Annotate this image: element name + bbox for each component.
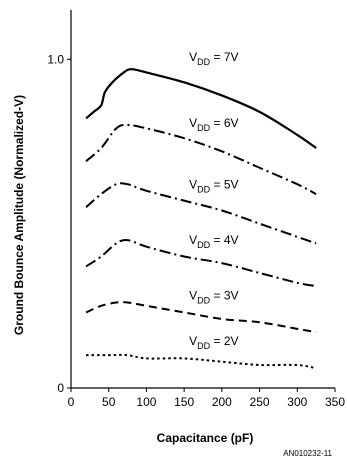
series-label-4: VDD = 3V [189, 289, 238, 306]
x-axis-title: Capacitance (pF) [157, 431, 254, 445]
series-label-5: VDD = 2V [189, 334, 238, 351]
series-line-0 [85, 68, 317, 149]
x-tick-label: 50 [102, 395, 116, 409]
y-tick-label: 1.0 [47, 52, 64, 66]
x-tick-label: 150 [174, 395, 194, 409]
series-line-2 [85, 182, 317, 245]
x-tick-label: 0 [68, 395, 75, 409]
series-lines [85, 68, 317, 370]
series-line-3 [85, 238, 317, 288]
y-tick-label: 0 [57, 381, 64, 395]
series-label-0: VDD = 7V [189, 50, 238, 67]
figure-id: AN010232-11 [283, 449, 332, 458]
series-label-1: VDD = 6V [189, 116, 238, 133]
series-line-4 [85, 301, 317, 334]
x-axis-ticks: 0 50 100 150 200 250 300 350 [68, 388, 345, 409]
x-tick-label: 250 [250, 395, 270, 409]
x-tick-label: 350 [325, 395, 345, 409]
x-tick-label: 100 [136, 395, 156, 409]
y-axis-ticks: 01.0 [47, 52, 71, 395]
series-label-3: VDD = 4V [189, 233, 238, 250]
axes [70, 10, 335, 389]
series-line-1 [85, 124, 317, 195]
series-labels: VDD = 7V VDD = 6V VDD = 5V VDD = 4V VDD = 3V… [189, 50, 238, 351]
x-tick-label: 300 [287, 395, 307, 409]
y-axis-title: Ground Bounce Amplitude (Normalized-V) [12, 95, 26, 335]
series-label-2: VDD = 5V [189, 178, 238, 195]
series-line-5 [86, 353, 317, 370]
x-tick-label: 200 [212, 395, 232, 409]
